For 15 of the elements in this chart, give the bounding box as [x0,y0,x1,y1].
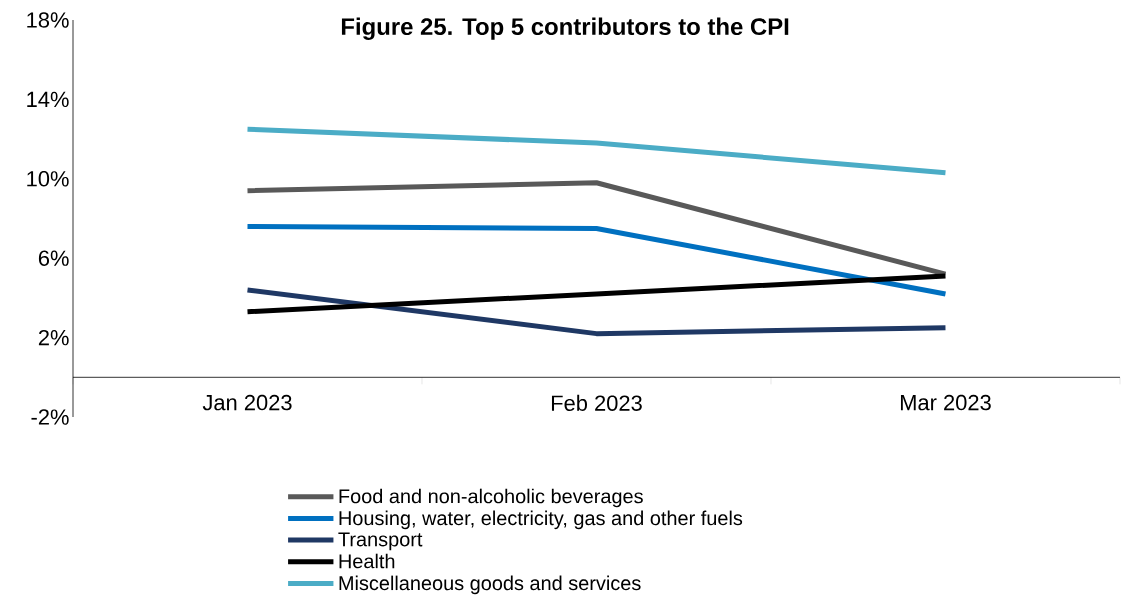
legend-label: Health [339,553,395,569]
legend-label: Food and non-alcoholic beverages [339,488,643,508]
legend-label: Transport [338,532,423,551]
x-tick-label: Feb 2023 [551,394,642,411]
y-tick-label: 18% [27,12,69,28]
y-tick-label: -2% [31,409,69,425]
y-tick-label: 2% [38,329,69,346]
y-tick-label: 10% [27,171,69,187]
chart-title: Figure 25. Top 5 contributors to the CPI [341,17,789,40]
legend-label: Miscellaneous goods and services [339,575,641,595]
x-tick-label: Mar 2023 [900,394,991,411]
legend-label: Housing, water, electricity, gas and other fuels [339,510,743,530]
y-tick-label: 6% [38,250,69,266]
x-tick-label: Jan 2023 [202,394,292,411]
y-tick-label: 14% [27,91,69,108]
